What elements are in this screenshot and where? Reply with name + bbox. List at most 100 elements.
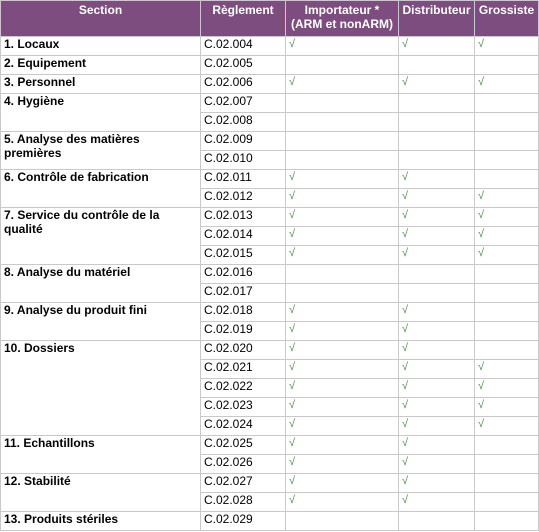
distributeur-check-cell <box>398 93 475 113</box>
checkmark-icon: √ <box>289 342 296 354</box>
section-cell: 6. Contrôle de fabrication <box>0 169 201 208</box>
importateur-check-cell <box>285 264 399 284</box>
checkmark-icon: √ <box>289 399 296 411</box>
table-row: 11. Echantillons C.02.025 √ √ <box>0 435 539 474</box>
distributeur-check-cell <box>398 55 475 75</box>
grossiste-check-cell <box>474 264 539 284</box>
importateur-check-cell <box>285 55 399 75</box>
importateur-check-cell: √ <box>285 397 399 417</box>
grossiste-check-cell: √ <box>474 188 539 208</box>
header-row: Section Règlement Importateur * (ARM et … <box>0 0 539 37</box>
section-cell: 9. Analyse du produit fini <box>0 302 201 341</box>
table-row: 10. Dossiers C.02.020 √ √ <box>0 340 539 436</box>
reglement-cell: C.02.007 <box>200 93 286 113</box>
distributeur-check-cell: √ <box>398 245 475 265</box>
distributeur-check-cell: √ <box>398 378 475 398</box>
checkmark-icon: √ <box>402 342 409 354</box>
reglement-cell: C.02.016 <box>200 264 286 284</box>
importateur-check-cell <box>285 112 399 132</box>
grossiste-check-cell <box>474 150 539 170</box>
reglement-cell: C.02.029 <box>200 511 286 531</box>
section-cell: 5. Analyse des matières premières <box>0 131 201 170</box>
reglement-cell: C.02.018 <box>200 302 286 322</box>
importateur-check-cell: √ <box>285 359 399 379</box>
grossiste-check-cell <box>474 454 539 474</box>
checkmark-icon: √ <box>402 76 409 88</box>
reglement-cell: C.02.010 <box>200 150 286 170</box>
distributeur-check-cell: √ <box>398 169 475 189</box>
distributeur-check-cell: √ <box>398 302 475 322</box>
reglement-cell: C.02.008 <box>200 112 286 132</box>
table-body: 1. Locaux C.02.004 √ √ √ 2. Equipement C.02.00… <box>0 36 539 531</box>
section-cell: 13. Produits stériles <box>0 511 201 531</box>
grossiste-check-cell <box>474 473 539 493</box>
checkmark-icon: √ <box>289 209 296 221</box>
table-row: 1. Locaux C.02.004 √ √ √ <box>0 36 539 56</box>
reglement-cell: C.02.012 <box>200 188 286 208</box>
reglement-cell: C.02.023 <box>200 397 286 417</box>
reglement-cell: C.02.020 <box>200 340 286 360</box>
table-row: 8. Analyse du matériel C.02.016 <box>0 264 539 303</box>
distributeur-check-cell <box>398 283 475 303</box>
table-row: 3. Personnel C.02.006 √ √ √ <box>0 74 539 94</box>
table-row: 4. Hygiène C.02.007 <box>0 93 539 132</box>
checkmark-icon: √ <box>289 304 296 316</box>
distributeur-check-cell: √ <box>398 226 475 246</box>
reglement-cell: C.02.021 <box>200 359 286 379</box>
checkmark-icon: √ <box>289 76 296 88</box>
checkmark-icon: √ <box>402 247 409 259</box>
importateur-check-cell <box>285 93 399 113</box>
grossiste-check-cell <box>474 321 539 341</box>
distributeur-check-cell: √ <box>398 207 475 227</box>
section-cell: 11. Echantillons <box>0 435 201 474</box>
checkmark-icon: √ <box>402 171 409 183</box>
importateur-check-cell: √ <box>285 492 399 512</box>
checkmark-icon: √ <box>402 304 409 316</box>
checkmark-icon: √ <box>289 190 296 202</box>
grossiste-check-cell <box>474 112 539 132</box>
importateur-check-cell: √ <box>285 378 399 398</box>
checkmark-icon: √ <box>402 361 409 373</box>
reglement-cell: C.02.005 <box>200 55 286 75</box>
header-reglement: Règlement <box>200 0 286 37</box>
importateur-check-cell <box>285 283 399 303</box>
checkmark-icon: √ <box>289 247 296 259</box>
grossiste-check-cell <box>474 169 539 189</box>
distributeur-check-cell <box>398 511 475 531</box>
checkmark-icon: √ <box>402 323 409 335</box>
table-row: 13. Produits stériles C.02.029 <box>0 511 539 531</box>
reglement-cell: C.02.028 <box>200 492 286 512</box>
grossiste-check-cell <box>474 93 539 113</box>
importateur-check-cell: √ <box>285 302 399 322</box>
importateur-check-cell: √ <box>285 454 399 474</box>
table-row: C.02.015 √ √ √ <box>1 245 539 265</box>
table-row: C.02.014 √ √ √ <box>1 226 539 246</box>
checkmark-icon: √ <box>402 494 409 506</box>
importateur-check-cell: √ <box>285 169 399 189</box>
checkmark-icon: √ <box>402 399 409 411</box>
checkmark-icon: √ <box>402 380 409 392</box>
distributeur-check-cell: √ <box>398 397 475 417</box>
checkmark-icon: √ <box>289 361 296 373</box>
distributeur-check-cell: √ <box>398 340 475 360</box>
reglement-cell: C.02.006 <box>200 74 286 94</box>
table-row: C.02.026 √ √ <box>1 454 539 474</box>
checkmark-icon: √ <box>289 475 296 487</box>
grossiste-check-cell <box>474 492 539 512</box>
grossiste-check-cell <box>474 283 539 303</box>
checkmark-icon: √ <box>402 38 409 50</box>
distributeur-check-cell <box>398 264 475 284</box>
distributeur-check-cell: √ <box>398 188 475 208</box>
checkmark-icon: √ <box>402 437 409 449</box>
section-cell: 8. Analyse du matériel <box>0 264 201 303</box>
importateur-check-cell: √ <box>285 321 399 341</box>
checkmark-icon: √ <box>289 456 296 468</box>
reglement-cell: C.02.013 <box>200 207 286 227</box>
reglement-cell: C.02.014 <box>200 226 286 246</box>
section-cell: 1. Locaux <box>0 36 201 56</box>
importateur-check-cell: √ <box>285 435 399 455</box>
reglement-cell: C.02.024 <box>200 416 286 436</box>
distributeur-check-cell: √ <box>398 36 475 56</box>
checkmark-icon: √ <box>478 247 485 259</box>
